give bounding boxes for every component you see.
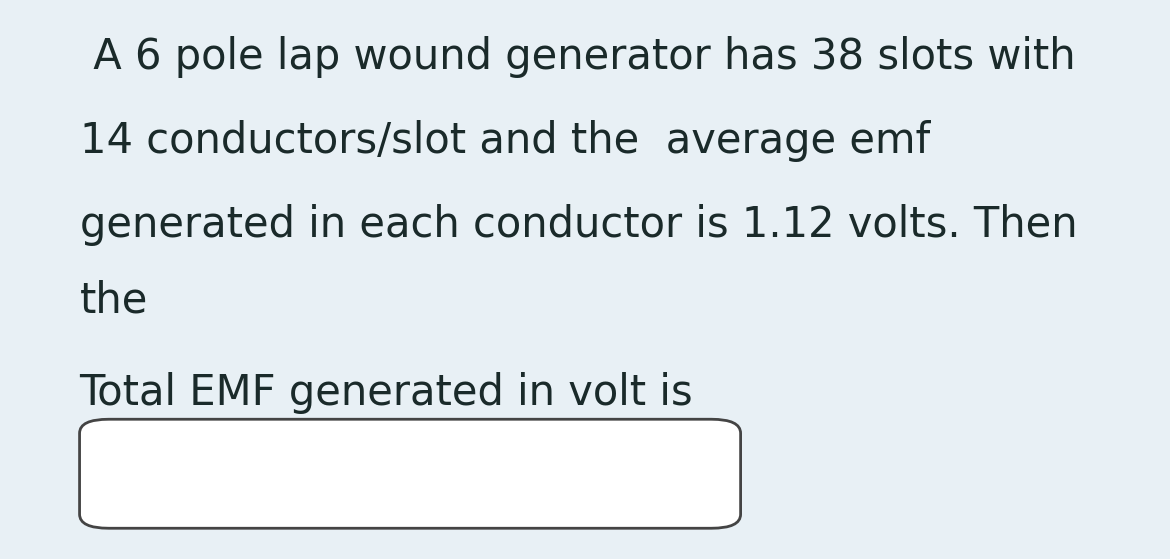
Text: 14 conductors/slot and the  average emf: 14 conductors/slot and the average emf xyxy=(80,120,930,162)
Text: A 6 pole lap wound generator has 38 slots with: A 6 pole lap wound generator has 38 slot… xyxy=(80,36,1075,78)
FancyBboxPatch shape xyxy=(80,419,741,528)
Text: generated in each conductor is 1.12 volts. Then: generated in each conductor is 1.12 volt… xyxy=(80,204,1078,246)
Text: Total EMF generated in volt is: Total EMF generated in volt is xyxy=(80,372,693,414)
Text: the: the xyxy=(80,280,147,321)
